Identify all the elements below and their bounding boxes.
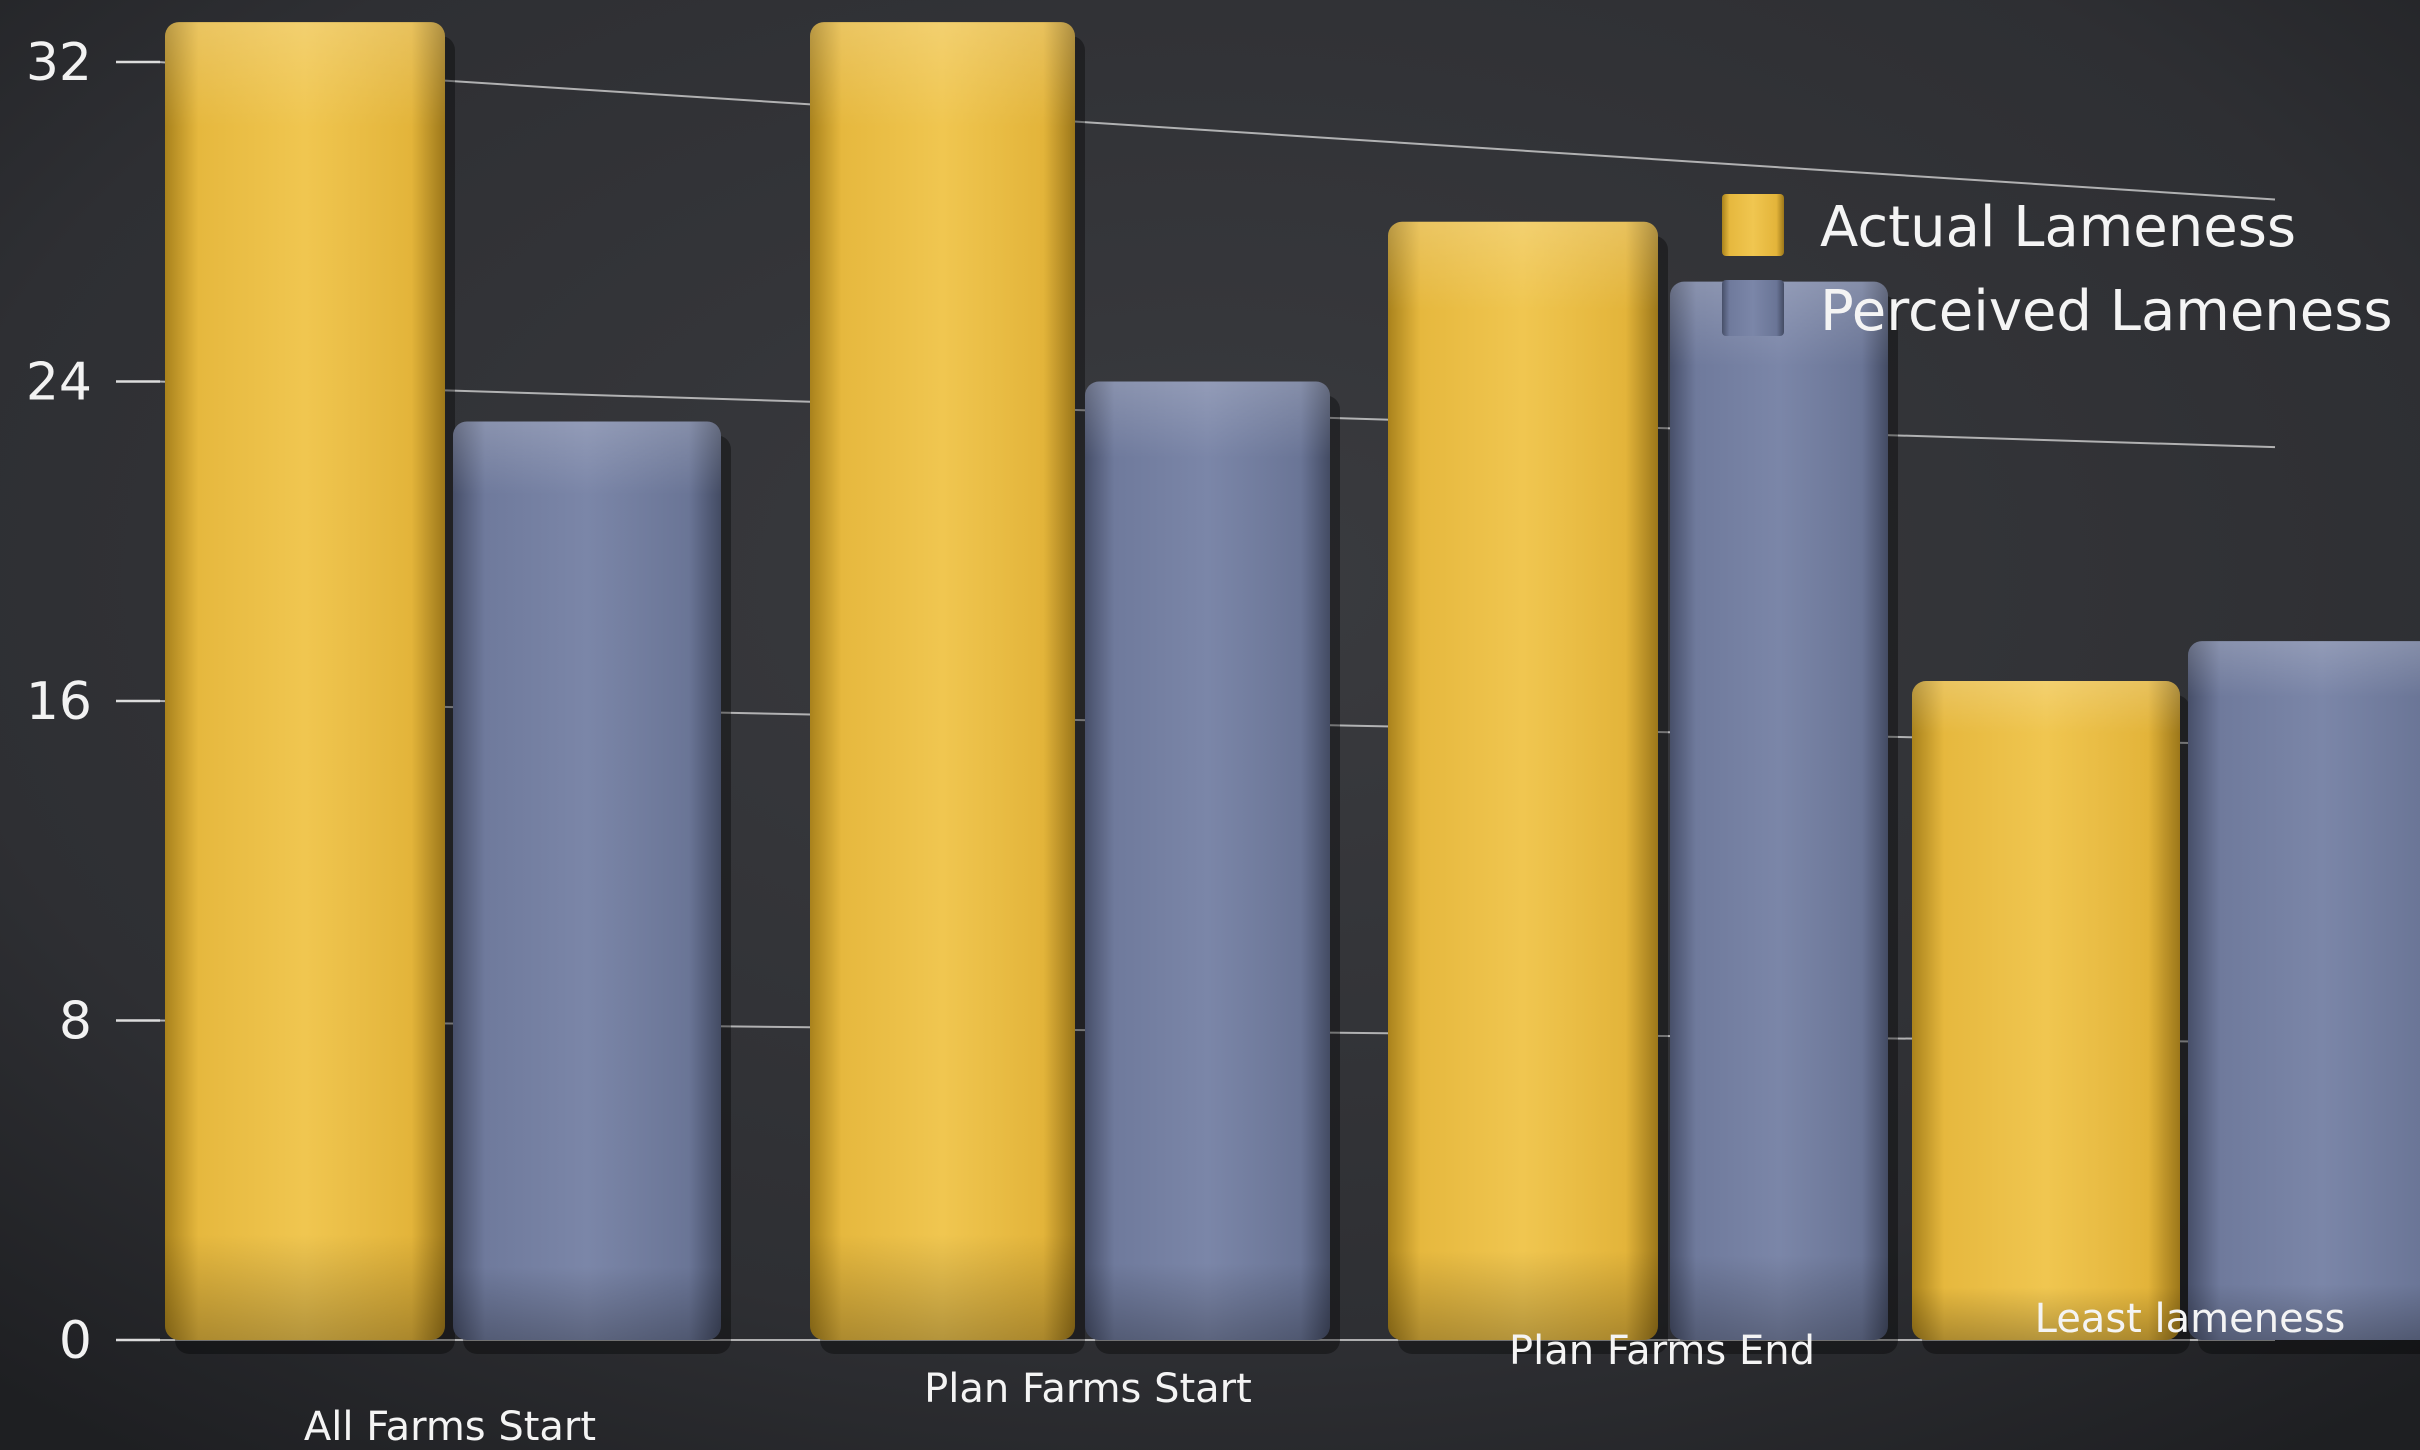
bar-highlight	[810, 22, 1075, 1340]
legend-swatch-actual	[1722, 194, 1784, 256]
x-category-label: Plan Farms Start	[924, 1366, 1252, 1412]
y-tick-label: 8	[59, 992, 92, 1052]
legend-label-actual: Actual Lameness	[1820, 195, 2296, 260]
legend: Actual Lameness Perceived Lameness	[1722, 194, 2393, 344]
bar-highlight	[1388, 221, 1658, 1340]
bar-highlight	[1912, 681, 2180, 1340]
bar-highlight	[165, 22, 445, 1340]
bars	[165, 22, 2420, 1354]
bar-highlight	[1085, 381, 1330, 1340]
x-category-label: Plan Farms End	[1509, 1328, 1815, 1374]
y-tick-label: 32	[26, 33, 92, 93]
y-tick-label: 24	[26, 353, 92, 413]
bar-highlight	[453, 421, 721, 1340]
y-tick-label: 16	[26, 672, 92, 732]
legend-swatch-perceived	[1722, 280, 1784, 336]
bar-highlight	[1670, 281, 1888, 1340]
gridline	[157, 61, 2276, 201]
x-axis-labels: All Farms Start Plan Farms Start Plan Farm…	[304, 1296, 2345, 1450]
legend-label-perceived: Perceived Lameness	[1820, 279, 2393, 344]
y-tick-label: 0	[59, 1311, 92, 1371]
x-category-label: Least lameness	[2035, 1296, 2346, 1342]
y-axis: 0 8 16 24 32	[26, 33, 160, 1371]
bar-highlight	[2188, 641, 2420, 1340]
x-category-label: All Farms Start	[304, 1404, 596, 1450]
